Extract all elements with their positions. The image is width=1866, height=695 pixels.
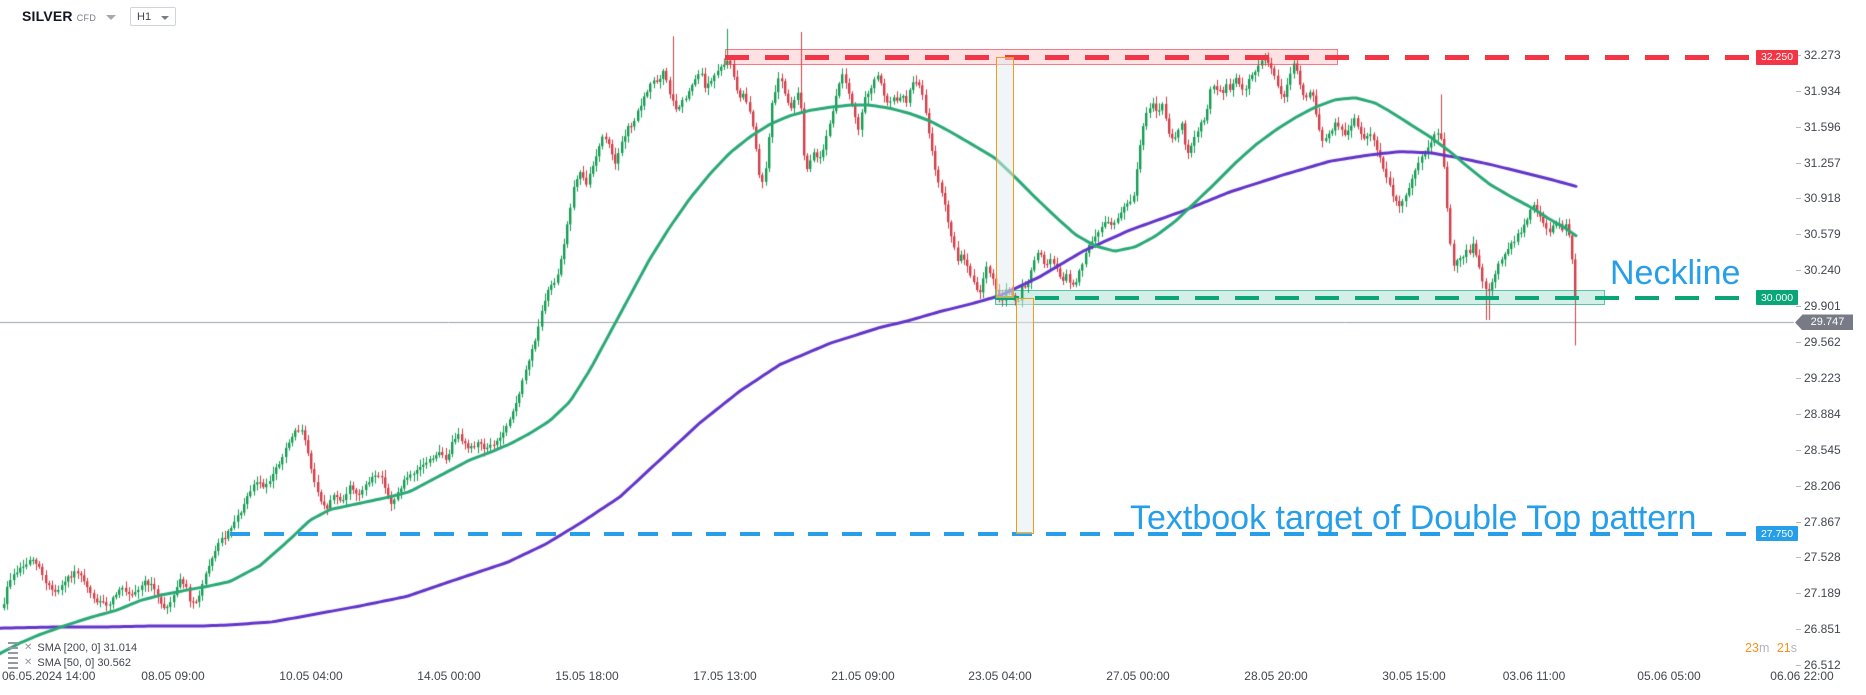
neckline-annotation[interactable]: Neckline <box>1610 254 1741 292</box>
price-tick-mark <box>1796 593 1801 595</box>
bar-countdown-timer: 23m 21s <box>1745 641 1797 655</box>
neckline-dashed-line[interactable] <box>995 295 1753 300</box>
price-tick-mark <box>1796 234 1801 236</box>
price-tick-label: 31.257 <box>1804 155 1841 170</box>
price-tick-label: 29.562 <box>1804 335 1841 350</box>
time-tick-label: 21.05 09:00 <box>831 669 895 683</box>
price-tick-mark <box>1796 342 1801 344</box>
price-tick-mark <box>1796 629 1801 631</box>
price-tick-label: 26.512 <box>1804 658 1841 672</box>
price-tick-label: 28.884 <box>1804 406 1841 421</box>
target-annotation[interactable]: Textbook target of Double Top pattern <box>1130 499 1697 537</box>
time-tick-label: 15.05 18:00 <box>555 669 619 683</box>
time-tick-label: 30.05 15:00 <box>1382 669 1446 683</box>
time-tick-label: 10.05 04:00 <box>279 669 343 683</box>
price-tick-mark <box>1796 306 1801 308</box>
price-tick-mark <box>1796 377 1801 379</box>
close-icon[interactable]: ✕ <box>24 641 33 653</box>
target-price-tag: 27.750 <box>1756 526 1798 542</box>
price-tick-label: 28.206 <box>1804 478 1841 493</box>
time-tick-label: 23.05 04:00 <box>968 669 1032 683</box>
time-tick-label: 14.05 00:00 <box>417 669 481 683</box>
indicator-value: 31.014 <box>103 641 138 654</box>
indicator-settings-icon[interactable] <box>8 656 18 669</box>
price-tick-label: 29.223 <box>1804 370 1841 385</box>
legend-row-sma200: ✕ SMA [200, 0] 31.014 <box>8 641 137 654</box>
symbol-name: SILVER <box>22 8 73 24</box>
price-tick-label: 26.851 <box>1804 622 1841 637</box>
target-dashed-line[interactable] <box>230 531 1753 536</box>
price-tick-label: 31.596 <box>1804 119 1841 134</box>
timer-minutes-unit: m <box>1758 641 1770 655</box>
timeframe-value: H1 <box>137 10 152 23</box>
price-tick-mark <box>1796 485 1801 487</box>
time-tick-label: 06.06 22:00 <box>1770 669 1834 683</box>
close-icon[interactable]: ✕ <box>24 656 33 668</box>
price-tick-label: 27.189 <box>1804 586 1841 601</box>
price-tick-label: 27.528 <box>1804 550 1841 565</box>
neckline-price-tag: 30.000 <box>1756 290 1798 306</box>
price-tick-label: 29.901 <box>1804 299 1841 314</box>
time-tick-label: 28.05 20:00 <box>1244 669 1308 683</box>
price-tick-mark <box>1796 270 1801 272</box>
timer-seconds-unit: s <box>1790 641 1797 655</box>
timer-minutes: 23 <box>1745 641 1759 655</box>
legend-row-sma50: ✕ SMA [50, 0] 30.562 <box>8 656 131 669</box>
measure-box-pattern-height[interactable] <box>996 57 1014 298</box>
indicator-value: 30.562 <box>97 656 131 669</box>
price-tick-mark <box>1796 198 1801 200</box>
price-tick-mark <box>1796 413 1801 415</box>
time-tick-label: 27.05 00:00 <box>1106 669 1170 683</box>
measure-box-projection[interactable] <box>1016 297 1034 534</box>
price-tick-label: 27.867 <box>1804 514 1841 529</box>
price-tick-mark <box>1796 521 1801 523</box>
timer-seconds: 21 <box>1776 641 1791 655</box>
time-tick-label: 05.06 05:00 <box>1637 669 1701 683</box>
price-tick-mark <box>1796 90 1801 92</box>
price-tick-label: 28.545 <box>1804 442 1841 457</box>
indicator-settings-icon[interactable] <box>8 641 18 654</box>
time-tick-label: 08.05 09:00 <box>141 669 205 683</box>
price-tick-label: 30.579 <box>1804 227 1841 242</box>
indicator-name: SMA [200, 0] <box>37 641 101 654</box>
price-tick-mark <box>1796 557 1801 559</box>
price-tick-label: 31.934 <box>1804 83 1841 98</box>
price-tick-mark <box>1796 665 1801 666</box>
resistance-price-tag: 32.250 <box>1756 49 1798 65</box>
price-tick-mark <box>1796 55 1801 56</box>
price-tick-mark <box>1796 126 1801 128</box>
time-tick-label: 17.05 13:00 <box>693 669 757 683</box>
chevron-down-icon <box>161 15 169 20</box>
price-tick-label: 30.240 <box>1804 263 1841 278</box>
chevron-down-icon <box>106 15 117 20</box>
time-tick-label: 03.06 11:00 <box>1502 669 1566 683</box>
timeframe-dropdown[interactable]: H1 <box>130 7 176 26</box>
price-tick-mark <box>1796 162 1801 164</box>
last-price-tag: 29.747 <box>1795 314 1853 331</box>
price-tick-label: 32.273 <box>1804 48 1841 62</box>
indicator-name: SMA [50, 0] <box>37 656 95 669</box>
price-tick-label: 30.918 <box>1804 191 1841 206</box>
price-tick-mark <box>1796 449 1801 451</box>
symbol-selector[interactable]: SILVER CFD <box>22 8 117 24</box>
time-tick-label: 06.05.2024 14:00 <box>2 669 96 683</box>
resistance-dashed-line[interactable] <box>725 54 1753 60</box>
market-type-label: CFD <box>76 12 97 23</box>
